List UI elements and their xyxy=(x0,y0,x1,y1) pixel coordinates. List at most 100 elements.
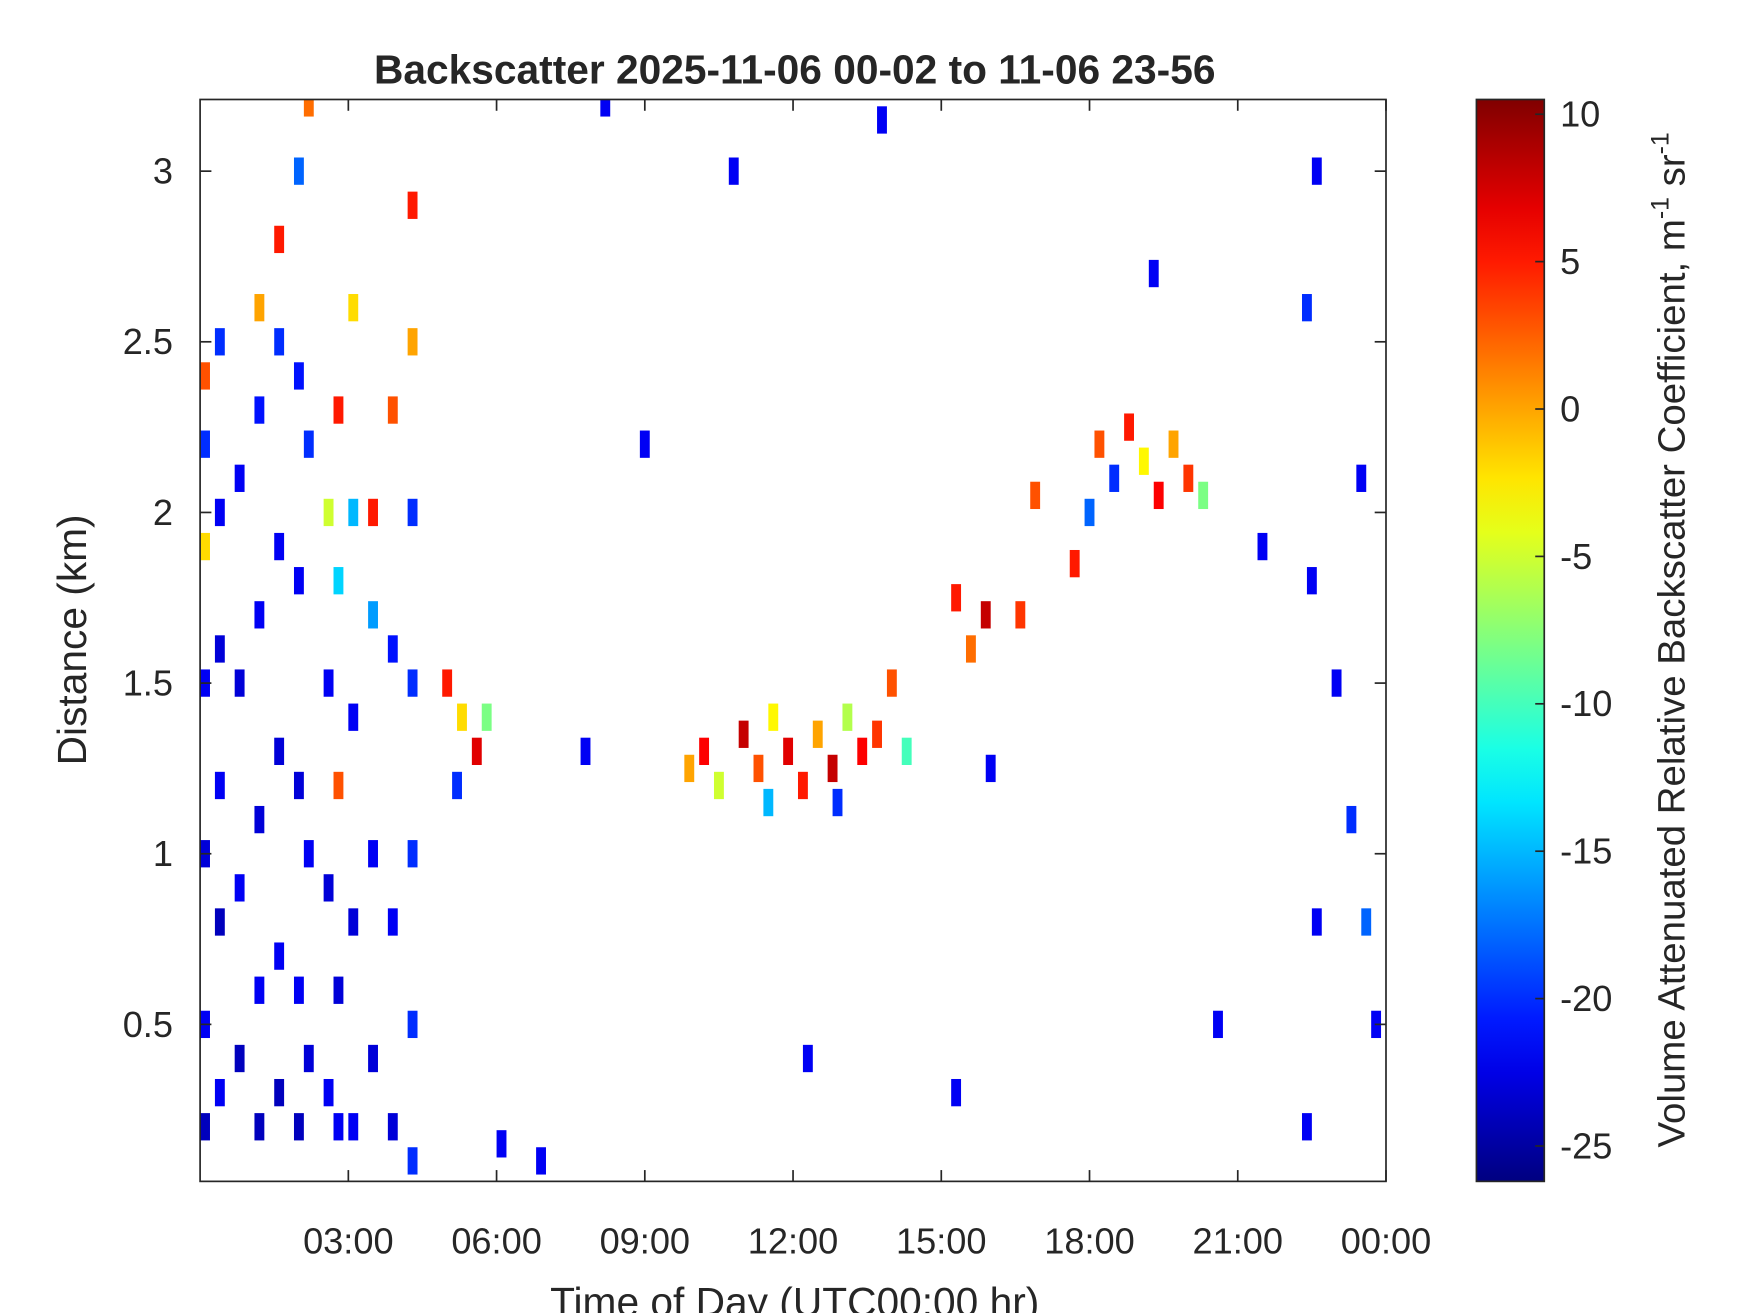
heat-cell xyxy=(442,669,453,697)
heat-cell xyxy=(274,942,285,970)
plot-root: Backscatter 2025-11-06 00-02 to 11-06 23… xyxy=(49,47,1694,1313)
heat-cell xyxy=(684,754,695,783)
heat-cell xyxy=(303,1044,314,1073)
heat-cell xyxy=(214,1078,225,1107)
heat-cell xyxy=(951,1078,962,1107)
heat-cell xyxy=(1069,549,1080,578)
y-tick-label: 2 xyxy=(153,492,173,533)
heat-cell xyxy=(1311,157,1322,185)
y-tick-label: 0.5 xyxy=(123,1004,173,1045)
heat-cell xyxy=(886,669,897,697)
x-tick-label: 00:00 xyxy=(1341,1221,1431,1262)
heat-cell xyxy=(872,720,882,748)
heat-cell xyxy=(387,1113,398,1141)
heat-cell xyxy=(214,498,225,527)
heat-cell xyxy=(234,464,245,492)
heat-cell xyxy=(1356,464,1367,492)
heat-cell xyxy=(234,1044,245,1073)
heat-cell xyxy=(323,498,334,527)
colorbar-label: Volume Attenuated Relative Backscatter C… xyxy=(1647,132,1694,1147)
heat-cell xyxy=(812,720,823,748)
heat-cell xyxy=(293,157,304,185)
heat-cell xyxy=(452,771,462,800)
heat-cell xyxy=(1213,1010,1223,1039)
heat-cell xyxy=(1301,1113,1312,1141)
heat-cell xyxy=(200,532,210,561)
y-tick-label: 1.5 xyxy=(123,663,173,704)
heat-cell xyxy=(877,106,887,134)
heat-cell xyxy=(293,1113,304,1141)
heat-cell xyxy=(1153,481,1164,510)
heat-cell xyxy=(368,601,378,629)
heat-cell xyxy=(323,874,334,902)
heat-cell xyxy=(1015,601,1026,629)
heat-cell xyxy=(387,635,398,663)
x-tick-label: 09:00 xyxy=(600,1221,690,1262)
heat-cell xyxy=(348,703,359,731)
heat-cell xyxy=(980,601,991,629)
heat-cell xyxy=(293,976,304,1004)
heat-cell xyxy=(407,498,418,527)
colorbar-tick-label: -10 xyxy=(1560,683,1612,724)
colorbar-tick-label: 0 xyxy=(1560,388,1580,429)
heat-cell xyxy=(407,191,418,219)
x-tick-label: 03:00 xyxy=(303,1221,393,1262)
heat-cell xyxy=(728,157,739,185)
heat-cell xyxy=(407,669,418,697)
heat-cell xyxy=(827,754,838,783)
heat-cell xyxy=(985,754,996,783)
heat-cell xyxy=(323,1078,334,1107)
heat-cell xyxy=(699,737,710,765)
heat-cell xyxy=(1138,447,1149,475)
heat-cell xyxy=(457,703,467,731)
heat-cell xyxy=(214,635,225,663)
heat-cell xyxy=(234,669,245,697)
heat-cell xyxy=(254,1113,265,1141)
heat-cell xyxy=(293,567,304,595)
y-tick-label: 3 xyxy=(153,151,173,192)
heat-cell xyxy=(214,908,225,936)
colorbar-tick-label: -20 xyxy=(1560,978,1612,1019)
heat-cell xyxy=(580,737,591,765)
heat-cell xyxy=(214,328,225,356)
heat-cell xyxy=(738,720,749,748)
heat-cell xyxy=(234,874,245,902)
heat-cell xyxy=(753,754,764,783)
heat-cell xyxy=(303,99,314,117)
plot-frame xyxy=(199,98,1387,1183)
heat-cell xyxy=(387,396,398,424)
heat-cell xyxy=(303,430,314,458)
heat-cell xyxy=(254,294,265,322)
heat-cell xyxy=(1094,430,1105,458)
heat-cell xyxy=(1183,464,1194,492)
heat-cell xyxy=(1084,498,1095,527)
heat-cell xyxy=(763,788,774,817)
heat-cell xyxy=(254,396,265,424)
colorbar-tick-label: -25 xyxy=(1560,1125,1612,1166)
colorbar-label-text: Volume Attenuated Relative Backscatter C… xyxy=(1650,219,1693,1147)
x-tick-label: 12:00 xyxy=(748,1221,838,1262)
heat-cell xyxy=(368,1044,378,1073)
heat-cell xyxy=(1168,430,1179,458)
heat-cell xyxy=(1030,481,1041,510)
heat-cell xyxy=(1198,481,1209,510)
colorbar-tick-label: 10 xyxy=(1560,94,1600,135)
heat-cell xyxy=(274,532,285,561)
y-axis-label: Distance (km) xyxy=(49,514,95,765)
colorbar-tick-label: -15 xyxy=(1560,831,1612,872)
heat-cell xyxy=(965,635,976,663)
y-tick-label: 1 xyxy=(153,833,173,874)
heat-cell xyxy=(303,840,314,868)
heat-cell xyxy=(407,1010,418,1039)
y-tick-label: 2.5 xyxy=(123,321,173,362)
heat-cell xyxy=(481,703,492,731)
heat-cell xyxy=(387,908,398,936)
heat-cell xyxy=(348,908,359,936)
heat-cell xyxy=(1301,294,1312,322)
heat-cell xyxy=(274,225,285,254)
heat-cell xyxy=(254,976,265,1004)
heat-cell xyxy=(768,703,779,731)
heat-cell xyxy=(639,430,650,458)
heat-cell xyxy=(200,362,210,390)
heat-cell xyxy=(832,788,843,817)
